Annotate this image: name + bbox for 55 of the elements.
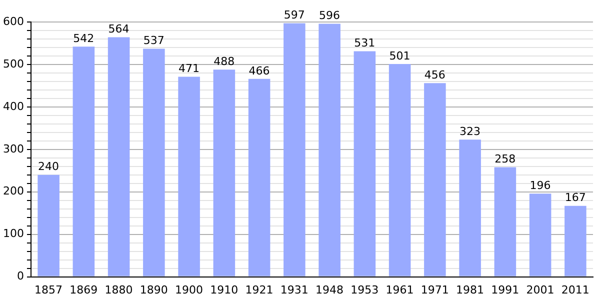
bar xyxy=(318,24,340,276)
data-label: 323 xyxy=(460,124,481,138)
bar xyxy=(494,167,516,276)
bar xyxy=(213,70,236,276)
y-tick-label: 500 xyxy=(2,57,24,70)
data-label: 501 xyxy=(389,49,410,62)
y-tick-label: 400 xyxy=(2,100,24,113)
data-label: 597 xyxy=(284,8,305,22)
bar xyxy=(529,194,552,276)
data-label: 531 xyxy=(354,36,376,50)
data-label: 596 xyxy=(319,9,340,22)
bar xyxy=(388,64,411,276)
data-label: 456 xyxy=(424,68,446,82)
x-tick-label: 1900 xyxy=(175,283,204,296)
x-tick-label: 1931 xyxy=(280,283,308,296)
x-tick-label: 1971 xyxy=(420,283,449,296)
bar xyxy=(38,174,60,276)
bar xyxy=(108,37,130,276)
data-label: 258 xyxy=(494,152,516,166)
bar xyxy=(178,76,200,276)
data-label: 564 xyxy=(108,22,130,36)
x-tick-label: 1869 xyxy=(70,283,98,296)
data-label: 466 xyxy=(248,64,270,78)
x-tick-label: 1890 xyxy=(140,283,168,296)
data-label: 240 xyxy=(38,160,60,174)
x-tick-label: 1921 xyxy=(245,283,274,296)
bar xyxy=(459,140,481,276)
data-label: 196 xyxy=(530,178,551,192)
x-tick-label: 1857 xyxy=(34,283,63,296)
data-label: 167 xyxy=(564,191,586,204)
x-tick-label: 1953 xyxy=(350,283,379,296)
x-tick-label: 1991 xyxy=(491,283,520,296)
bar xyxy=(424,83,446,276)
x-tick-label: 1880 xyxy=(104,283,133,296)
y-tick-label: 0 xyxy=(16,270,24,283)
y-tick-label: 200 xyxy=(2,184,24,198)
x-tick-label: 1948 xyxy=(316,283,344,296)
x-tick-label: 2011 xyxy=(561,283,590,296)
x-tick-label: 1910 xyxy=(210,283,238,296)
bar xyxy=(284,23,306,276)
y-tick-label: 600 xyxy=(2,14,24,28)
bar xyxy=(143,48,165,276)
x-tick-label: 2001 xyxy=(526,283,554,296)
data-label: 488 xyxy=(214,54,235,68)
bar xyxy=(564,206,586,276)
data-label: 471 xyxy=(178,62,200,76)
bar xyxy=(72,46,95,276)
y-tick-label: 300 xyxy=(2,142,24,156)
x-tick-label: 1981 xyxy=(456,283,484,296)
bar xyxy=(354,51,376,276)
y-tick-label: 100 xyxy=(2,227,24,240)
x-tick-label: 1961 xyxy=(386,283,414,296)
data-label: 542 xyxy=(73,32,94,45)
data-label: 537 xyxy=(143,34,164,48)
bar xyxy=(248,78,270,276)
